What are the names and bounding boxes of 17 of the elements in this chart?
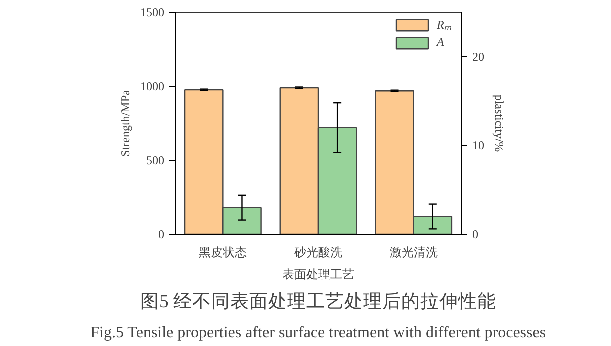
caption: Fig.5 Tensile properties after surface treatment with different processes xyxy=(90,324,546,342)
x-axis-title: 表面处理工艺 xyxy=(282,268,354,282)
caption: 图5 经不同表面处理工艺处理后的拉伸性能 xyxy=(140,292,497,312)
y2-tick-label: 10 xyxy=(472,138,484,153)
x-tick-label: 砂光酸洗 xyxy=(294,246,342,260)
y2-axis-title: plasticity/% xyxy=(492,94,506,152)
y-tick-label: 500 xyxy=(146,154,164,168)
legend-label: A xyxy=(437,35,446,50)
y-tick-label: 0 xyxy=(158,228,164,242)
y-tick-label: 1000 xyxy=(140,80,164,94)
y2-tick-label: 0 xyxy=(472,228,478,242)
legend-label: Rₘ xyxy=(437,17,452,33)
x-tick-label: 激光清洗 xyxy=(390,246,438,260)
x-tick-label: 黑皮状态 xyxy=(199,246,248,260)
y-tick-label: 1500 xyxy=(140,6,164,20)
y-axis-title: Strength/MPa xyxy=(118,89,132,157)
y2-tick-label: 20 xyxy=(472,50,484,64)
